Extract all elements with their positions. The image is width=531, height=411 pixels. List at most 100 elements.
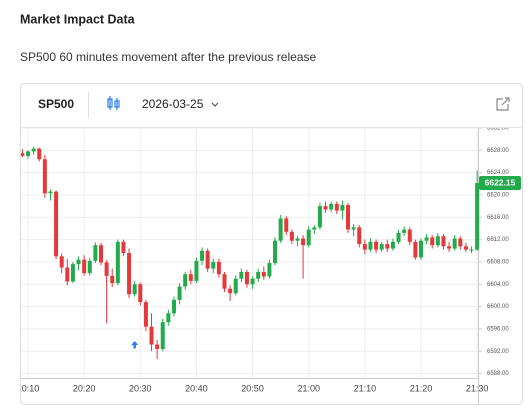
candle-body <box>256 271 261 279</box>
x-tick-label: 20:20 <box>73 383 96 393</box>
candle-body <box>115 241 120 284</box>
candle-body <box>396 232 401 242</box>
candle-body <box>70 264 75 282</box>
y-tick-label: 6596.00 <box>487 326 509 332</box>
candle-body <box>452 238 457 249</box>
candle-body <box>250 278 255 285</box>
candle-body <box>244 271 249 285</box>
candle-body <box>351 227 356 230</box>
release-marker <box>131 341 139 349</box>
date-picker[interactable]: 2026-03-25 <box>142 97 204 111</box>
candle-body <box>104 262 109 276</box>
last-price-tag <box>479 175 521 190</box>
candle-body <box>368 241 373 250</box>
candle-body <box>418 240 423 258</box>
candle-body <box>463 246 468 250</box>
candle-body <box>267 263 272 277</box>
candle-body <box>475 182 480 250</box>
x-tick-label: 21:00 <box>297 383 320 393</box>
candle-body <box>121 241 126 253</box>
candle-body <box>48 191 53 194</box>
candle-body <box>37 148 42 160</box>
candle-body <box>194 260 199 281</box>
candle-body <box>110 275 115 284</box>
candle-body <box>200 250 205 261</box>
candle-icon[interactable] <box>107 96 120 110</box>
candle-body <box>424 237 429 241</box>
subtitle: SP500 60 minutes movement after the prev… <box>20 50 316 64</box>
candle-body <box>233 278 238 294</box>
y-tick-label: 6608.00 <box>487 260 509 266</box>
candle-body <box>273 240 278 264</box>
candle-body <box>26 151 31 156</box>
y-tick-label: 6592.00 <box>487 349 509 355</box>
candle-body <box>413 241 418 258</box>
candle-body <box>87 260 92 274</box>
candle-body <box>374 241 379 250</box>
candle-body <box>379 244 384 250</box>
last-price-label: 6622.15 <box>485 178 516 188</box>
candle-body <box>65 267 70 282</box>
external-link[interactable] <box>496 97 510 111</box>
candle-body <box>407 229 412 242</box>
y-tick-label: 6604.00 <box>487 282 509 288</box>
x-tick-label: 20:30 <box>129 383 152 393</box>
candle-body <box>441 236 446 247</box>
x-tick-label: 20:40 <box>185 383 208 393</box>
y-tick-label: 6624.00 <box>487 170 509 176</box>
y-tick-label: 6600.00 <box>487 304 509 310</box>
candle-body <box>177 286 182 300</box>
x-tick-label: 21:20 <box>410 383 433 393</box>
candle-body <box>54 191 59 257</box>
candle-body <box>228 288 233 294</box>
y-tick-label: 6620.00 <box>487 193 509 199</box>
page-title: Market Impact Data <box>20 12 136 26</box>
candle-body <box>59 256 64 268</box>
y-tick-label: 6628.00 <box>487 148 509 154</box>
candle-body <box>435 236 440 246</box>
candle-body <box>211 261 216 269</box>
candle-body <box>222 274 227 289</box>
y-tick-label: 6588.00 <box>487 371 509 377</box>
candle-body <box>430 237 435 246</box>
candle-body <box>402 229 407 233</box>
candle-body <box>340 205 345 211</box>
symbol[interactable]: SP500 <box>38 97 74 111</box>
candle-body <box>385 244 390 249</box>
y-tick-label: 6632.00 <box>487 126 509 132</box>
candle-body <box>138 284 143 303</box>
candle-body <box>261 271 266 277</box>
candle-body <box>188 274 193 281</box>
candle-body <box>346 205 351 230</box>
candle-body <box>295 238 300 241</box>
candle-body <box>301 238 306 246</box>
candle-body <box>98 245 103 263</box>
candle-body <box>160 322 165 349</box>
candle-body <box>155 344 160 349</box>
candle-body <box>76 259 81 265</box>
candle-body <box>239 271 244 279</box>
candle-body <box>183 274 188 287</box>
y-tick-label: 6612.00 <box>487 237 509 243</box>
candle-body <box>390 241 395 249</box>
x-tick-label: 20:50 <box>241 383 264 393</box>
candle-body <box>284 218 289 232</box>
candle-body <box>278 218 283 241</box>
candle-body <box>93 245 98 261</box>
plot: 6588.00 6592.00 6596.00 6600.00 6604.00 6608.… <box>17 126 509 404</box>
candle-body <box>329 203 334 210</box>
candle-body <box>216 261 221 275</box>
candle-body <box>149 326 154 345</box>
candle-body <box>21 153 25 156</box>
candle-body <box>469 249 474 251</box>
candle-body <box>289 231 294 241</box>
candle-body <box>317 206 322 228</box>
chevron[interactable] <box>211 102 219 107</box>
candle-body <box>132 284 137 295</box>
x-tick-label: 20:10 <box>17 383 40 393</box>
candle-body <box>447 246 452 249</box>
candle-body <box>306 229 311 246</box>
candle-body <box>42 159 47 194</box>
